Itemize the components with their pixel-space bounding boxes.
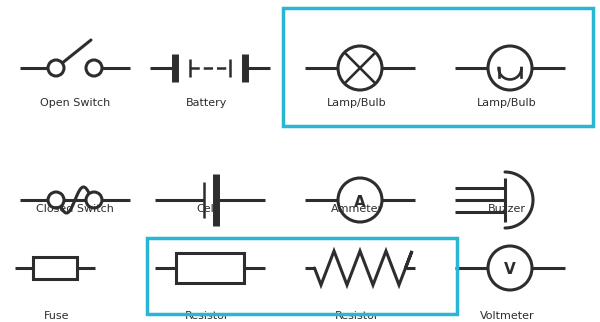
Text: Voltmeter: Voltmeter [479,311,535,321]
Circle shape [86,60,102,76]
Text: Lamp/Bulb: Lamp/Bulb [477,98,537,108]
Text: Lamp/Bulb: Lamp/Bulb [327,98,387,108]
Circle shape [48,60,64,76]
Circle shape [48,192,64,208]
Bar [176,253,244,283]
Text: Buzzer: Buzzer [488,204,526,214]
Circle shape [488,46,532,90]
Text: Resistor: Resistor [185,311,229,321]
Text: Resistor: Resistor [335,311,379,321]
Text: A: A [354,194,366,210]
Text: Closed Switch: Closed Switch [36,204,114,214]
Circle shape [488,246,532,290]
Text: Ammeter: Ammeter [331,204,383,214]
Text: Open Switch: Open Switch [40,98,110,108]
Text: V: V [504,262,516,278]
Text: Fuse: Fuse [44,311,70,321]
Text: Cell: Cell [197,204,217,214]
Circle shape [338,178,382,222]
Circle shape [338,46,382,90]
Circle shape [86,192,102,208]
Text: Battery: Battery [187,98,227,108]
Bar [33,257,77,279]
